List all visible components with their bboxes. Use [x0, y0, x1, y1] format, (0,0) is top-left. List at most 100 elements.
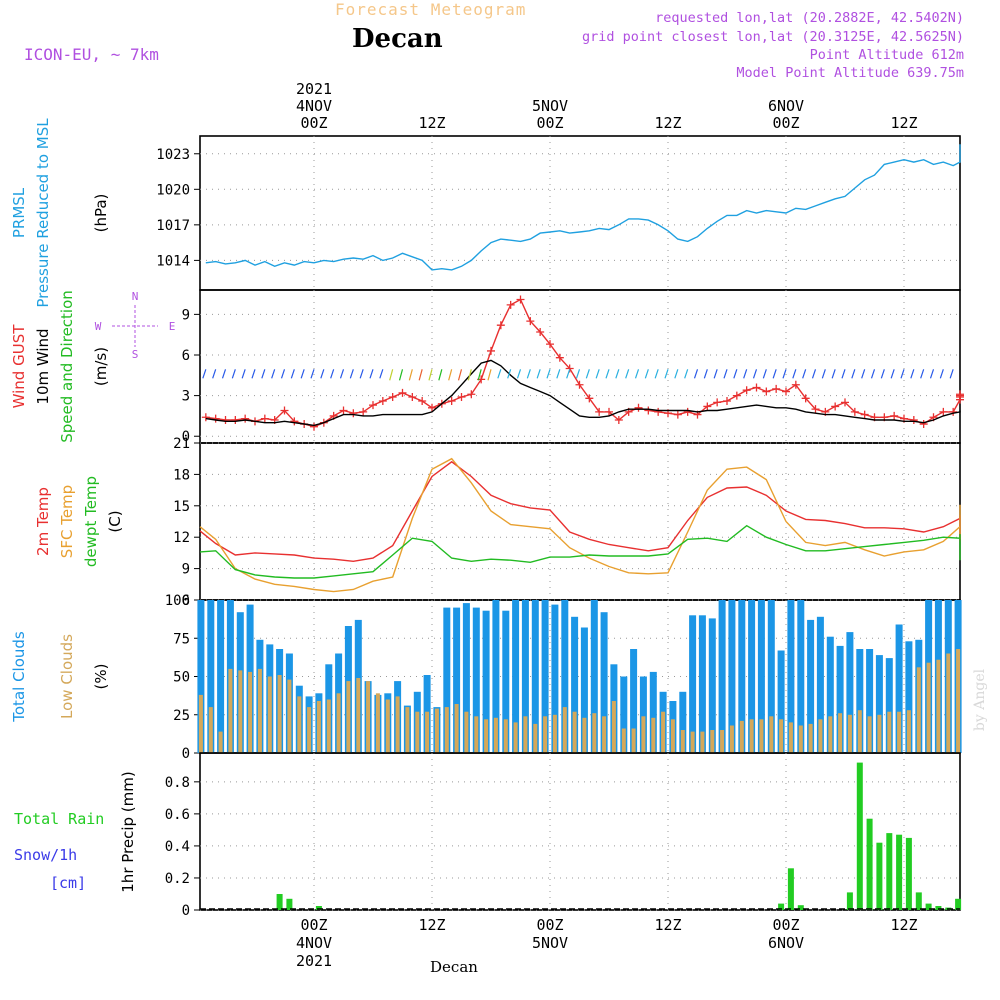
- gust-marker: [260, 414, 269, 423]
- gust-marker: [614, 415, 623, 424]
- wind-direction-arrow: [408, 369, 413, 381]
- wind-label: Wind GUST: [10, 324, 28, 409]
- gust-marker: [418, 397, 427, 406]
- wind-direction-arrow: [231, 369, 236, 379]
- cloud-bar: [552, 714, 557, 754]
- wind-ytick-label: 0: [182, 429, 190, 445]
- cloud-bar: [838, 713, 843, 753]
- cloud-bar: [729, 725, 734, 753]
- bottom-time-label: 12Z: [890, 916, 917, 934]
- compass-e: E: [169, 320, 176, 333]
- gust-marker: [919, 420, 928, 429]
- cloud-bar: [444, 707, 449, 753]
- cloud-bar: [630, 649, 638, 753]
- gust-marker: [349, 409, 358, 418]
- pressure-label: Pressure Reduced to MSL: [34, 118, 52, 308]
- chart-title: Forecast Meteogram: [335, 0, 527, 19]
- wind-direction-arrow: [693, 369, 699, 379]
- gust-marker: [575, 380, 584, 389]
- wind-direction-arrow: [615, 369, 620, 379]
- gust-marker: [467, 390, 476, 399]
- cloud-bar: [462, 603, 470, 753]
- rain-bar: [925, 903, 932, 910]
- wind-direction-arrow: [900, 369, 905, 379]
- temperature-ytick-label: 21: [173, 436, 190, 452]
- rain-bar: [778, 903, 785, 910]
- cloud-bar: [218, 731, 223, 753]
- cloud-bar: [905, 641, 913, 753]
- cloud-bar: [649, 671, 657, 753]
- rain-bar: [955, 898, 962, 910]
- cloud-bar: [434, 708, 439, 753]
- cloud-bar: [316, 701, 321, 753]
- cloud-bar: [207, 600, 215, 753]
- wind-direction-arrow: [467, 369, 472, 381]
- cloud-bar: [749, 719, 754, 753]
- cloud-bar: [415, 711, 420, 753]
- cloud-bar: [395, 696, 400, 753]
- station-name: Decan: [352, 24, 443, 54]
- cloud-bar: [561, 600, 569, 753]
- cloud-bar: [375, 693, 380, 753]
- rain-bar: [276, 894, 283, 910]
- gust-marker: [772, 384, 781, 393]
- cloud-bar: [926, 662, 931, 753]
- compass-s: S: [132, 348, 139, 361]
- cloud-bar: [895, 624, 903, 753]
- cloud-bar: [513, 722, 518, 753]
- bottom-time-label: 12Z: [418, 916, 445, 934]
- wind-direction-arrow: [418, 369, 423, 381]
- cloud-bar: [582, 717, 587, 753]
- gust-marker: [605, 407, 613, 416]
- series-line-10m-wind: [205, 359, 961, 427]
- cloud-bar: [720, 730, 725, 753]
- precipitation-ytick-label: 0.6: [165, 807, 190, 823]
- top-time-label: 00Z: [772, 114, 799, 132]
- pressure-frame: [199, 135, 961, 291]
- top-time-label: 12Z: [654, 114, 681, 132]
- gust-marker: [359, 407, 368, 416]
- top-time-label: 2021: [296, 80, 332, 98]
- cloud-bar: [710, 730, 715, 753]
- wind-direction-arrow: [664, 369, 669, 379]
- wind-direction-arrow: [605, 369, 610, 379]
- gust-marker: [634, 403, 643, 412]
- cloud-bar: [807, 619, 815, 753]
- cloud-bar: [641, 716, 646, 753]
- gust-marker: [339, 406, 348, 415]
- cloud-bar: [287, 679, 292, 753]
- model-label: ICON-EU, ~ 7km: [24, 45, 159, 64]
- cloud-bar: [808, 723, 813, 753]
- cloud-bar: [385, 699, 390, 753]
- cloud-bar: [887, 711, 892, 753]
- point-altitude: Point Altitude 612m: [809, 47, 964, 63]
- cloud-bar: [798, 725, 803, 753]
- bottom-time-label: 4NOV: [296, 934, 332, 952]
- cloud-bar: [551, 604, 559, 753]
- wind-direction-arrow: [831, 369, 836, 379]
- gust-marker: [909, 415, 918, 424]
- wind-direction-arrow: [339, 369, 345, 379]
- gust-marker: [211, 414, 220, 423]
- wind-direction-arrow: [870, 369, 876, 379]
- gust-marker: [428, 403, 436, 412]
- cloud-bar: [779, 719, 784, 753]
- cloud-bar: [572, 711, 577, 753]
- gust-marker: [231, 415, 240, 424]
- cloud-bar: [708, 618, 716, 753]
- cloud-bar: [826, 636, 834, 753]
- wind-direction-arrow: [821, 369, 826, 379]
- gust-marker: [546, 340, 554, 349]
- rain-bar: [896, 834, 903, 910]
- cloud-bar: [346, 681, 351, 753]
- cloud-bar: [661, 711, 666, 753]
- gust-marker: [408, 392, 417, 401]
- cloud-bar: [797, 600, 805, 753]
- cloud-bar: [836, 645, 844, 753]
- wind-direction-arrow: [841, 369, 846, 379]
- wind-direction-arrow: [457, 369, 463, 381]
- cloud-bar: [472, 607, 480, 753]
- cloud-bar: [670, 719, 675, 753]
- gust-marker: [536, 327, 545, 336]
- cloud-bar: [788, 722, 793, 753]
